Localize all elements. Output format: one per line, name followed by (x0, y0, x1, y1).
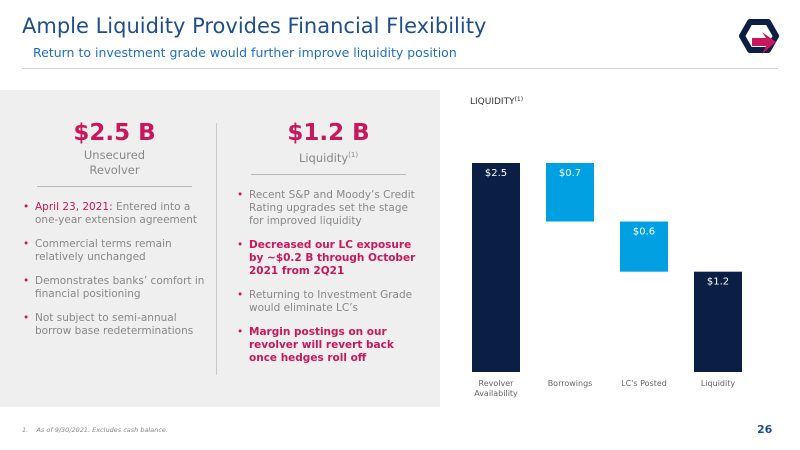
bullet: Commercial terms remain relatively uncha… (23, 238, 207, 264)
chart-title-note: (1) (515, 96, 524, 103)
bullet-text: April 23, 2021: (35, 201, 113, 213)
bar (694, 271, 742, 372)
column-rule (251, 173, 406, 175)
bullet-text: Margin postings on our revolver will rev… (249, 325, 394, 364)
footnote: 1. As of 9/30/2021. Excludes cash balanc… (22, 426, 168, 434)
chart-title-text: LIQUIDITY (470, 97, 515, 107)
x-tick-label: LC's Posted (621, 379, 667, 388)
column-divider (216, 123, 217, 375)
bullet-text: Demonstrates banks’ comfort in financial… (35, 275, 205, 300)
bar (472, 163, 520, 372)
value-label: $1.2 (707, 277, 729, 288)
key-figure-label-text: Liquidity (298, 150, 349, 165)
key-figure: $2.5 B (73, 120, 156, 146)
bullet-text: Recent S&P and Moody’s Credit Rating upg… (249, 188, 415, 227)
bullet-text: Decreased our LC exposure by ~$0.2 B thr… (249, 238, 416, 277)
bullet: Not subject to semi-annual borrow base r… (23, 312, 207, 338)
column-rule (37, 186, 192, 187)
bullet-text: Entered into a one-year extension agreem… (35, 201, 197, 226)
key-figure-label-note: (1) (348, 151, 359, 159)
chart-title: LIQUIDITY(1) (470, 96, 523, 107)
value-label: $2.5 (485, 168, 507, 179)
bullet: April 23, 2021: Entered into a one-year … (23, 201, 207, 227)
key-figure-label: Unsecured Revolver (70, 148, 160, 178)
x-tick-label: Borrowings (548, 379, 593, 388)
value-label: $0.7 (559, 168, 581, 179)
slide-subtitle: Return to investment grade would further… (33, 45, 457, 60)
bullet-text: Not subject to semi-annual borrow base r… (35, 312, 194, 337)
bullet-list: April 23, 2021: Entered into a one-year … (22, 201, 207, 338)
x-tick-label: Liquidity (701, 379, 735, 388)
bullet-text: Returning to Investment Grade would elim… (249, 288, 413, 314)
key-figure-label: Liquidity(1) (236, 148, 421, 166)
page-number: 26 (757, 423, 773, 436)
x-tick-label: Revolver Availability (474, 379, 518, 398)
footnote-marker: 1. (22, 426, 29, 434)
bar (620, 221, 668, 272)
bar (546, 163, 594, 222)
bullet-list: Recent S&P and Moody’s Credit Rating upg… (236, 189, 421, 365)
slide-title: Ample Liquidity Provides Financial Flexi… (22, 14, 487, 38)
bullet: Decreased our LC exposure by ~$0.2 B thr… (237, 238, 421, 278)
key-figure-label-text: Unsecured Revolver (83, 148, 146, 177)
value-label: $0.6 (633, 227, 655, 238)
bullet: Recent S&P and Moody’s Credit Rating upg… (237, 188, 421, 228)
bullet: Margin postings on our revolver will rev… (237, 325, 421, 365)
header-rule (22, 68, 778, 69)
bullet: Demonstrates banks’ comfort in financial… (23, 275, 207, 301)
key-figure: $1.2 B (287, 120, 370, 146)
footnote-text: As of 9/30/2021. Excludes cash balance. (36, 426, 168, 434)
panel-column: $1.2 B Liquidity(1) Recent S&P and Moody’s… (236, 120, 421, 376)
chart: LIQUIDITY(1) $2.5 Revolver Availability $0.… (470, 96, 742, 398)
logo (739, 19, 779, 54)
bullet-text: Commercial terms remain relatively uncha… (35, 238, 172, 263)
bullet: Returning to Investment Grade would elim… (237, 288, 421, 315)
